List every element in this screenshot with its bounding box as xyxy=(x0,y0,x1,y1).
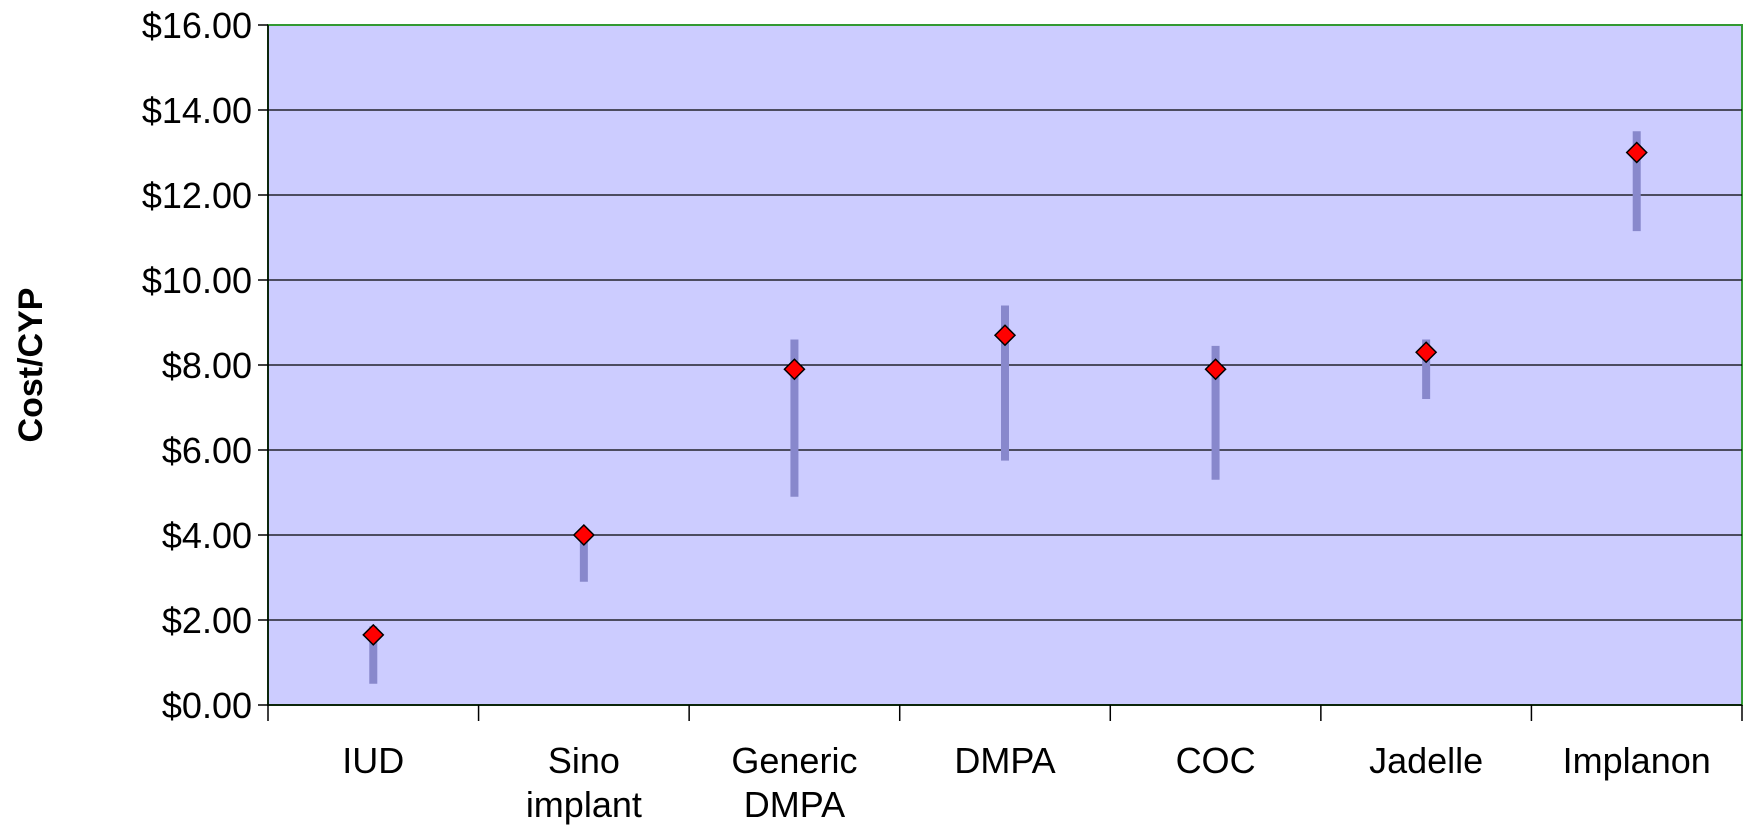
range-bar xyxy=(1211,345,1220,480)
value-marker xyxy=(362,623,385,646)
y-tick-labels: $0.00 $2.00 $4.00 $6.00 $8.00 $10.00 $12.00 $14… xyxy=(142,5,252,726)
x-category-label: Implanon xyxy=(1563,740,1711,781)
y-axis-title: Cost/CYP xyxy=(12,288,50,443)
range-bar xyxy=(1001,305,1009,461)
x-category-label: Generic DMPA xyxy=(731,740,857,825)
x-tick-marks xyxy=(267,705,1743,721)
x-category-labels: IUD Sino implant Generic DMPA DMPA COC Jadelle I… xyxy=(342,740,1710,825)
x-category-label: IUD xyxy=(342,740,404,781)
value-markers xyxy=(362,141,1648,646)
y-tick-label: $14.00 xyxy=(142,90,252,131)
x-category-label: COC xyxy=(1176,740,1256,781)
range-bar xyxy=(790,339,799,497)
y-tick-label: $2.00 xyxy=(162,600,252,641)
value-marker xyxy=(993,324,1017,347)
range-bars xyxy=(369,131,1641,684)
y-tick-label: $10.00 xyxy=(142,260,252,301)
range-bar xyxy=(369,626,378,684)
value-marker xyxy=(783,358,806,381)
range-bar xyxy=(579,528,588,582)
value-marker xyxy=(1415,341,1438,364)
x-category-label: DMPA xyxy=(954,740,1055,781)
x-category-label: Sino implant xyxy=(526,740,642,825)
x-category-label: Jadelle xyxy=(1369,740,1483,781)
y-tick-label: $0.00 xyxy=(162,685,252,726)
value-marker xyxy=(1204,358,1227,381)
y-tick-label: $6.00 xyxy=(162,430,252,471)
y-tick-label: $4.00 xyxy=(162,515,252,556)
y-tick-label: $16.00 xyxy=(142,5,252,46)
y-tick-label: $12.00 xyxy=(142,175,252,216)
range-bar xyxy=(1422,339,1431,399)
value-marker xyxy=(1625,141,1648,164)
value-marker xyxy=(572,523,595,547)
range-bar xyxy=(1632,131,1641,232)
y-tick-label: $8.00 xyxy=(162,345,252,386)
